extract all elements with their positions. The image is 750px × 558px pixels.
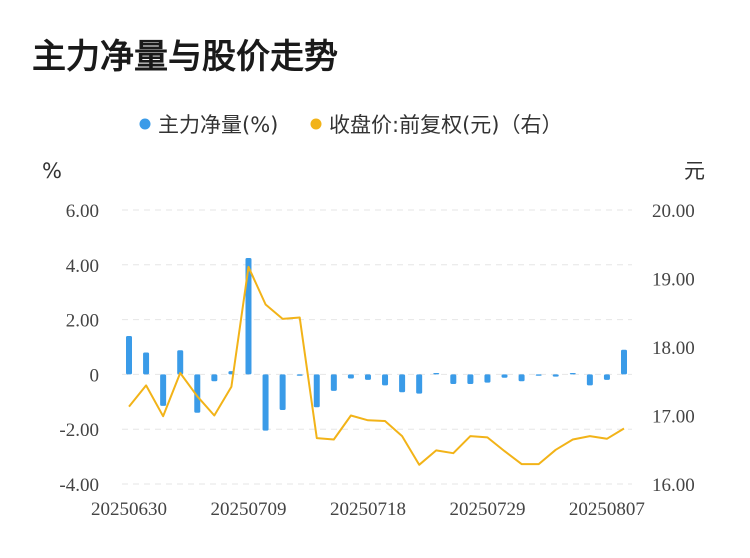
- left-tick-label: 6.00: [66, 201, 99, 222]
- legend-bar-label: 主力净量(%): [158, 113, 278, 137]
- left-tick-label: 4.00: [66, 256, 99, 277]
- bar: [552, 374, 559, 377]
- left-tick-label: 0: [90, 365, 100, 386]
- left-tick-label: -4.00: [59, 475, 99, 496]
- bar: [603, 374, 610, 380]
- bar: [621, 349, 627, 375]
- legend-line-label: 收盘价:前复权(元)（右）: [329, 113, 562, 137]
- bar: [211, 374, 218, 382]
- bar: [296, 374, 303, 376]
- bar-series: [126, 257, 627, 431]
- bar: [501, 374, 508, 378]
- x-tick-label: 20250630: [91, 499, 167, 520]
- bar: [450, 374, 457, 384]
- bar: [364, 374, 371, 380]
- bar: [467, 374, 474, 384]
- bar: [143, 352, 150, 375]
- left-tick-label: 2.00: [66, 311, 99, 332]
- right-axis-unit: 元: [684, 159, 705, 183]
- legend: 主力净量(%) 收盘价:前复权(元)（右）: [139, 113, 562, 137]
- bar: [347, 374, 354, 379]
- bar: [313, 374, 320, 408]
- gridlines: [122, 209, 632, 485]
- bar: [262, 374, 269, 431]
- price-line: [128, 265, 625, 466]
- bar: [569, 373, 576, 375]
- bar: [586, 374, 593, 386]
- bar: [484, 374, 491, 383]
- chart-title: 主力净量与股价走势: [32, 37, 338, 77]
- bar: [245, 257, 252, 375]
- x-tick-label: 20250729: [449, 499, 525, 520]
- right-tick-label: 17.00: [652, 407, 695, 428]
- bar: [177, 350, 184, 375]
- bar: [535, 374, 542, 376]
- left-tick-label: -2.00: [59, 420, 99, 441]
- right-tick-label: 20.00: [652, 201, 695, 222]
- bar: [433, 373, 440, 375]
- right-axis-ticks: 20.00 19.00 18.00 17.00 16.00: [652, 201, 695, 496]
- left-axis-unit: %: [42, 159, 62, 183]
- bar: [518, 374, 525, 382]
- right-tick-label: 19.00: [652, 270, 695, 291]
- right-tick-label: 18.00: [652, 338, 695, 359]
- left-axis-ticks: 6.00 4.00 2.00 0 -2.00 -4.00: [59, 201, 99, 496]
- bar: [382, 374, 389, 386]
- legend-bar-marker: [139, 118, 151, 130]
- line-series: [128, 265, 625, 466]
- bar: [399, 374, 406, 393]
- x-tick-label: 20250718: [330, 499, 406, 520]
- right-tick-label: 16.00: [652, 475, 695, 496]
- bar: [160, 374, 167, 406]
- x-axis-ticks: 20250630 20250709 20250718 20250729 20250807: [91, 499, 645, 520]
- bar: [126, 336, 132, 375]
- bar: [194, 374, 201, 413]
- bar: [279, 374, 286, 411]
- legend-line-marker: [310, 118, 322, 130]
- x-tick-label: 20250709: [210, 499, 286, 520]
- x-tick-label: 20250807: [569, 499, 645, 520]
- bar: [416, 374, 423, 394]
- bar: [330, 374, 337, 391]
